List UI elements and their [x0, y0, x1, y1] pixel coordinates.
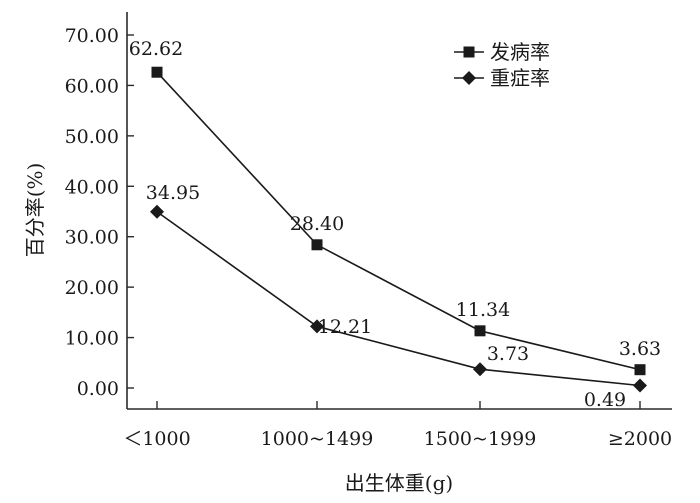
- legend-label: 重症率: [490, 66, 550, 90]
- data-label: 28.40: [290, 213, 344, 235]
- data-point-diamond: [633, 378, 647, 393]
- y-tick-label: 50.00: [65, 126, 119, 148]
- x-tick-label: 1000~1499: [261, 428, 374, 450]
- data-label: 62.62: [129, 38, 183, 60]
- x-tick-label: 1500~1999: [424, 428, 537, 450]
- x-tick-label: ≥2000: [608, 428, 672, 450]
- data-point-square: [463, 46, 475, 58]
- x-tick-label: ＜1000: [123, 428, 190, 450]
- data-point-diamond: [310, 319, 324, 334]
- y-tick-label: 30.00: [65, 227, 119, 249]
- y-tick-label: 60.00: [65, 75, 119, 97]
- data-point-diamond: [150, 204, 164, 219]
- series-line-2: [156, 211, 641, 387]
- data-point-diamond: [473, 362, 487, 377]
- y-tick-label: 10.00: [65, 328, 119, 350]
- data-point-square: [311, 239, 323, 251]
- axes: [126, 12, 672, 410]
- data-label: 3.63: [619, 338, 661, 360]
- data-point-square: [474, 325, 486, 337]
- data-label: 3.73: [487, 343, 529, 365]
- x-ticks: ＜1000 1000~1499 1500~1999 ≥2000: [123, 401, 672, 450]
- series-group: [150, 66, 647, 393]
- data-point-square: [151, 66, 163, 78]
- data-labels: 62.62 28.40 11.34 3.63 34.95 12.21 3.73 0.49: [129, 38, 661, 411]
- y-tick-label: 70.00: [65, 25, 119, 47]
- data-point-square: [634, 364, 646, 376]
- data-label: 34.95: [146, 182, 200, 204]
- y-tick-label: 40.00: [65, 176, 119, 198]
- y-tick-label: 20.00: [65, 277, 119, 299]
- data-label: 12.21: [318, 316, 372, 338]
- y-ticks: 0.00 10.00 20.00 30.00 40.00 50.00 60.00 70.00: [65, 25, 134, 400]
- y-axis-title: 百分率(%): [23, 163, 47, 258]
- y-tick-label: 0.00: [77, 378, 119, 400]
- x-axis-title: 出生体重(g): [345, 471, 453, 495]
- data-label: 11.34: [456, 299, 510, 321]
- data-label: 0.49: [584, 389, 626, 411]
- series-line-1: [156, 71, 641, 371]
- data-point-diamond: [462, 71, 476, 85]
- legend-label: 发病率: [490, 40, 550, 64]
